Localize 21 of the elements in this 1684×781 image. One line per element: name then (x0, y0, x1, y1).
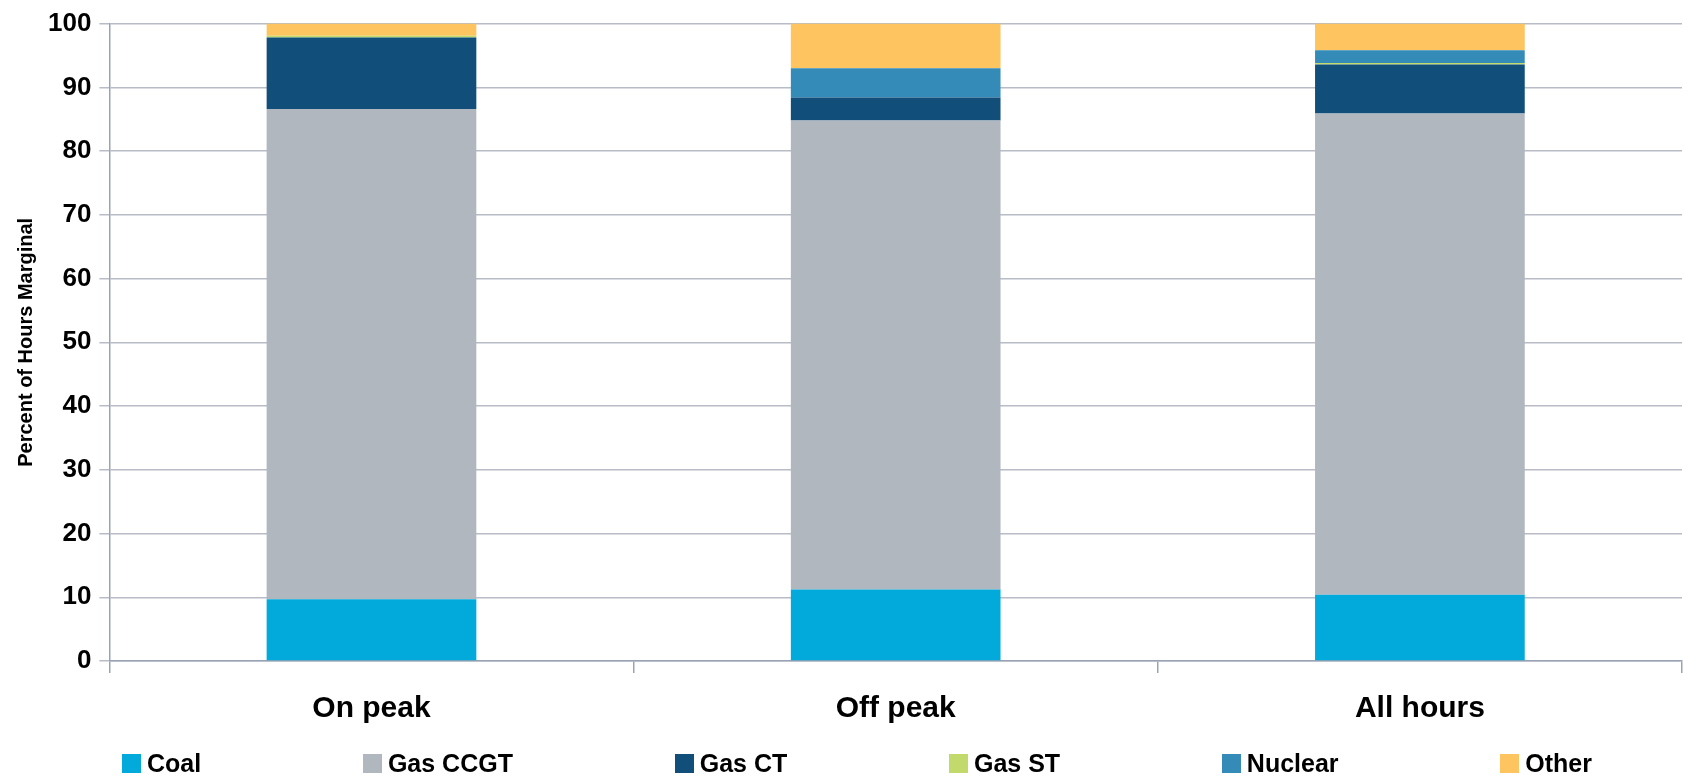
legend-label: Gas CT (699, 748, 788, 778)
y-tick-label: 40 (62, 389, 92, 420)
y-tick-label: 10 (62, 580, 92, 611)
y-tick-label: 90 (62, 70, 92, 101)
y-tick-label: 50 (62, 325, 92, 356)
x-tick-label: All hours (1354, 690, 1485, 724)
y-tick-label: 60 (62, 261, 92, 292)
y-tick-label: 20 (62, 516, 92, 547)
legend-label: Gas CCGT (387, 748, 513, 778)
y-tick-label: 0 (76, 644, 92, 675)
x-tick-label: On peak (312, 690, 431, 724)
legend-label: Nuclear (1246, 748, 1339, 778)
y-tick-label: 100 (47, 6, 92, 37)
y-tick-label: 80 (62, 134, 92, 165)
legend-label: Other (1525, 748, 1592, 778)
y-axis-title: Percent of Hours Marginal (13, 217, 36, 467)
y-tick-label: 70 (62, 197, 92, 228)
x-tick-label: Off peak (835, 690, 957, 724)
legend-label: Coal (147, 748, 202, 778)
legend-label: Gas ST (973, 748, 1061, 778)
y-tick-label: 30 (62, 452, 92, 483)
